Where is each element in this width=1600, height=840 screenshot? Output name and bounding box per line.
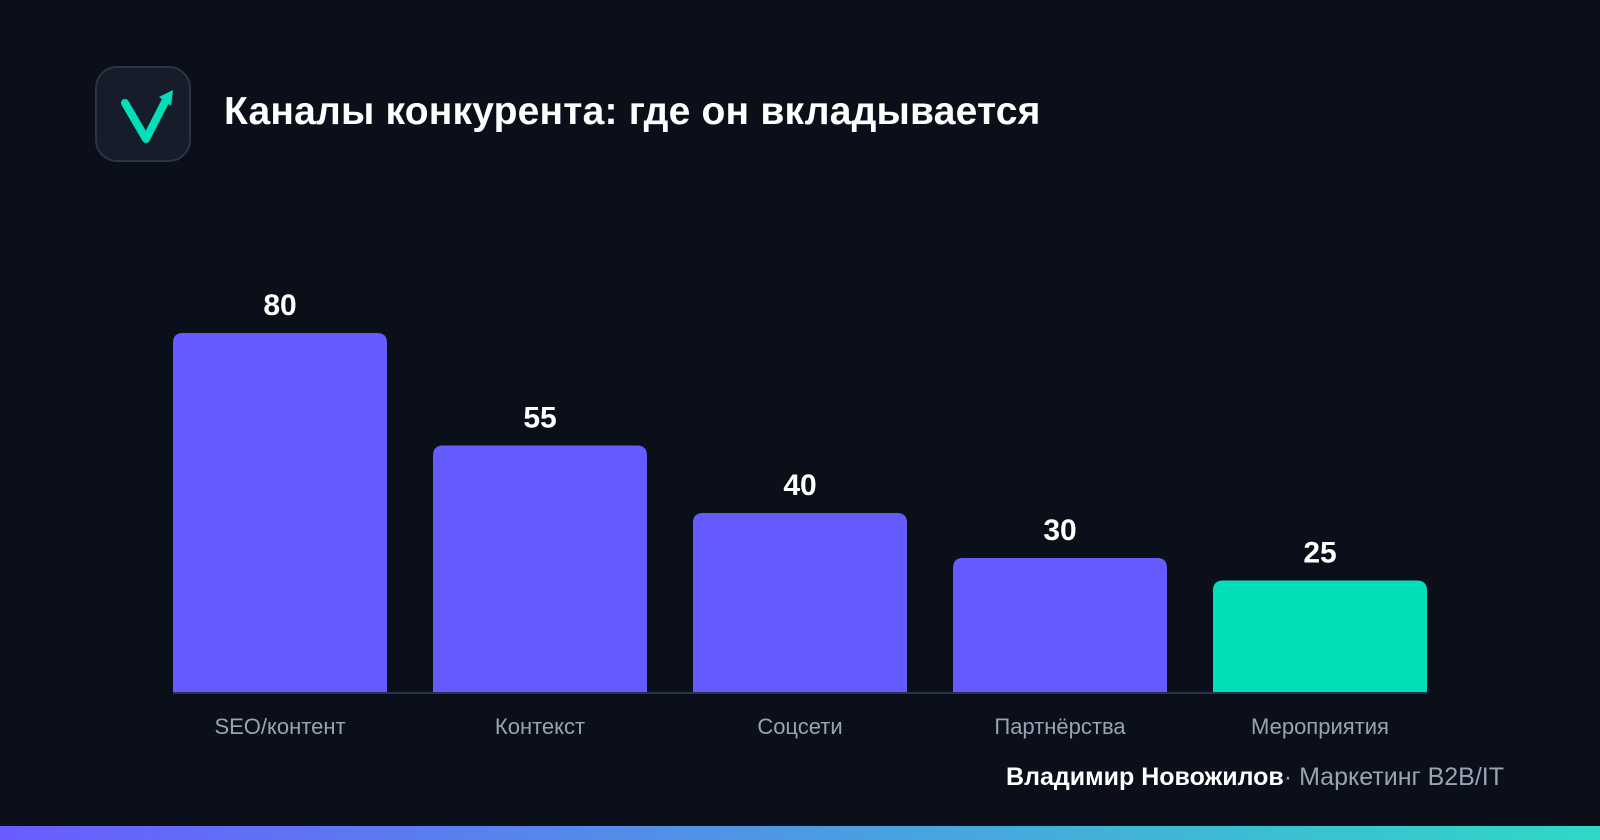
checkmark-arrow-icon (121, 90, 173, 143)
page-title: Каналы конкурента: где он вкладывается (224, 90, 1041, 133)
author-role: Маркетинг B2B/IT (1299, 763, 1504, 791)
bottom-gradient-bar (0, 826, 1600, 840)
bar-chart: 80 SEO/контент 55 Контекст 40 Соцсети 30 Партнё… (173, 289, 1427, 739)
category-label-2: Контекст (495, 714, 585, 739)
bar-3 (693, 513, 907, 693)
logo (95, 66, 191, 162)
value-label-4: 30 (1043, 514, 1076, 547)
bar-4 (953, 558, 1167, 693)
value-label-1: 80 (263, 289, 296, 322)
value-label-5: 25 (1303, 537, 1336, 570)
bar-5 (1213, 580, 1427, 693)
value-label-2: 55 (523, 402, 556, 435)
footer-separator: · (1283, 763, 1293, 791)
author-name: Владимир Новожилов (1006, 763, 1284, 791)
category-label-5: Мероприятия (1251, 714, 1389, 739)
category-label-3: Соцсети (757, 714, 842, 739)
category-label-1: SEO/контент (214, 714, 345, 739)
footer-credit: Владимир Новожилов· Маркетинг B2B/IT (1006, 762, 1504, 792)
value-label-3: 40 (783, 469, 816, 502)
bar-1 (173, 333, 387, 693)
category-label-4: Партнёрства (994, 714, 1126, 739)
bar-2 (433, 445, 647, 693)
